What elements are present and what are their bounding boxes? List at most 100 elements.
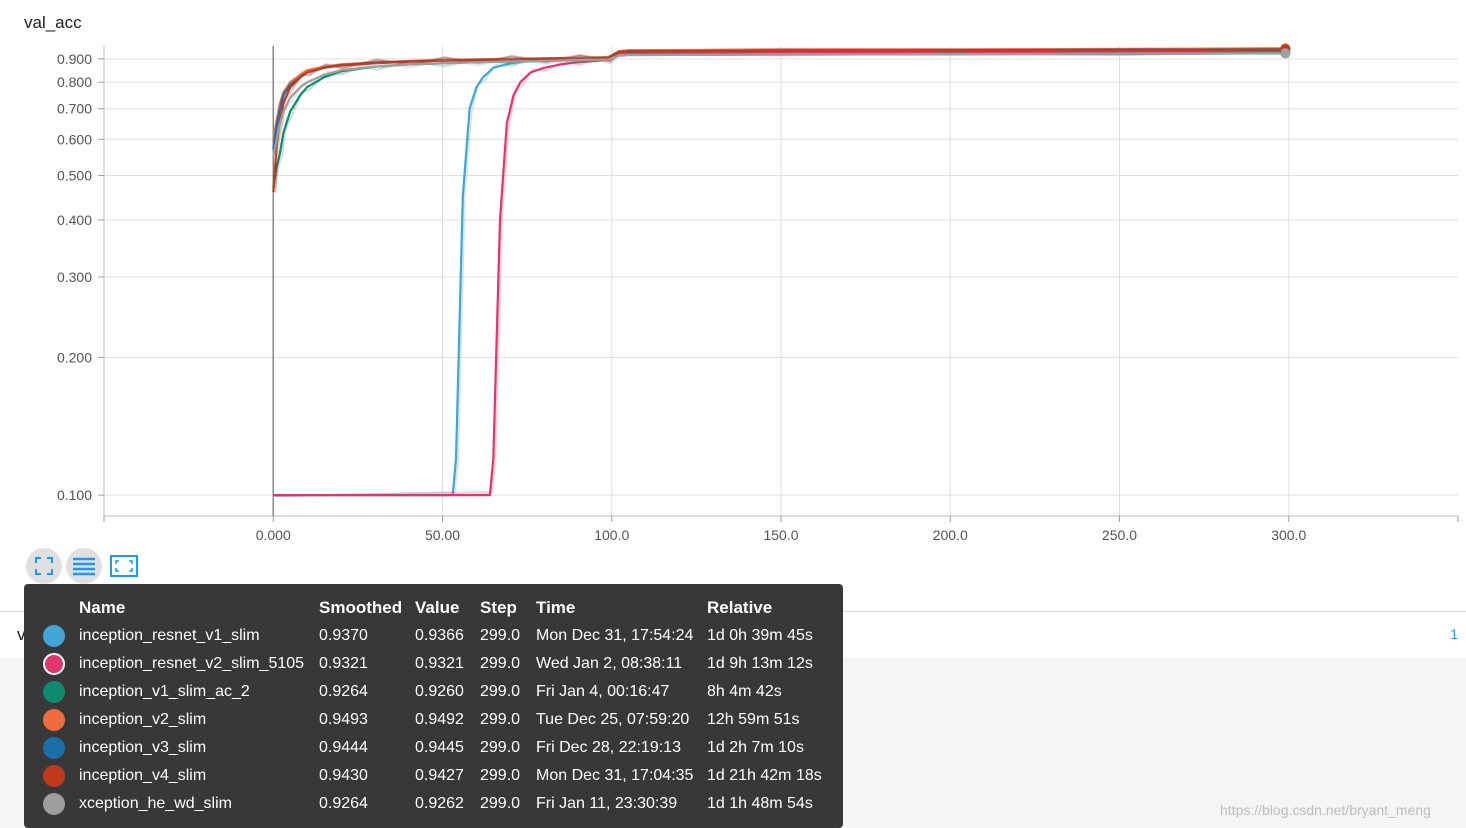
- end-markers: [1280, 43, 1291, 59]
- run-color-swatch: [43, 709, 65, 731]
- raw-value: 0.9445: [415, 739, 464, 756]
- y-tick-label: 0.400: [57, 212, 92, 228]
- tooltip-row: inception_resnet_v2_slim_5105 0.9321 0.9…: [24, 650, 843, 678]
- run-name: inception_v4_slim: [79, 767, 207, 784]
- run-color-swatch: [43, 737, 65, 759]
- y-tick-label: 0.100: [57, 487, 92, 503]
- smoothed-value: 0.9493: [319, 711, 368, 728]
- y-tick-label: 0.300: [57, 269, 92, 285]
- card-count: 1: [1450, 626, 1458, 642]
- tooltip-row: inception_v1_slim_ac_2 0.9264 0.9260 299…: [24, 678, 843, 706]
- tooltip-row: inception_resnet_v1_slim 0.9370 0.9366 2…: [24, 622, 843, 650]
- raw-value: 0.9492: [415, 711, 464, 728]
- smoothed-value: 0.9370: [319, 627, 368, 644]
- header-name: Name: [79, 598, 126, 617]
- time-value: Fri Dec 28, 22:19:13: [536, 739, 681, 756]
- smoothed-value: 0.9430: [319, 767, 368, 784]
- step-value: 299.0: [480, 683, 521, 700]
- smoothed-value: 0.9321: [319, 655, 368, 672]
- watermark: https://blog.csdn.net/bryant_meng: [1220, 802, 1431, 818]
- axes: 0.100 0.200 0.300 0.400 0.500 0.600 0.700 0.800…: [57, 46, 1459, 543]
- smoothed-value: 0.9444: [319, 739, 368, 756]
- series-end-point: [1280, 48, 1291, 59]
- fullscreen-icon: [35, 557, 53, 575]
- tooltip-row: inception_v3_slim 0.9444 0.9445 299.0 Fr…: [24, 734, 843, 762]
- step-value: 299.0: [480, 627, 521, 644]
- x-tick-label: 0.000: [256, 527, 291, 543]
- x-tick-label: 250.0: [1102, 527, 1137, 543]
- run-color-swatch: [43, 765, 65, 787]
- relative-value: 1d 1h 48m 54s: [707, 795, 813, 812]
- relative-value: 8h 4m 42s: [707, 683, 782, 700]
- relative-value: 1d 21h 42m 18s: [707, 767, 822, 784]
- header-value: Value: [415, 598, 460, 617]
- step-value: 299.0: [480, 655, 521, 672]
- time-value: Tue Dec 25, 07:59:20: [536, 711, 690, 728]
- y-tick-label: 0.900: [57, 51, 92, 67]
- series-line: [273, 49, 1286, 497]
- y-tick-label: 0.500: [57, 168, 92, 184]
- raw-value: 0.9260: [415, 683, 464, 700]
- y-tick-label: 0.200: [57, 349, 92, 365]
- tooltip-row: xception_he_wd_slim 0.9264 0.9262 299.0 …: [24, 790, 843, 818]
- step-value: 299.0: [480, 795, 521, 812]
- run-color-swatch: [43, 793, 65, 815]
- tooltip-row: inception_v2_slim 0.9493 0.9492 299.0 Tu…: [24, 706, 843, 734]
- line-chart[interactable]: 0.100 0.200 0.300 0.400 0.500 0.600 0.700 0.800…: [0, 0, 1466, 548]
- relative-value: 1d 9h 13m 12s: [707, 655, 813, 672]
- header-time: Time: [536, 598, 576, 617]
- run-name: inception_v2_slim: [79, 711, 207, 728]
- x-tick-label: 200.0: [933, 527, 968, 543]
- toggle-data-table-button[interactable]: [66, 548, 102, 584]
- chart-tooltip: Name Smoothed Value Step Time Relative i…: [24, 584, 843, 828]
- time-value: Mon Dec 31, 17:04:35: [536, 767, 694, 784]
- header-relative: Relative: [707, 598, 773, 617]
- series-line: [273, 50, 1286, 497]
- fit-domain-button[interactable]: [106, 548, 142, 584]
- run-name: inception_resnet_v2_slim_5105: [79, 655, 305, 672]
- time-value: Fri Jan 11, 23:30:39: [536, 795, 678, 812]
- tooltip-row: inception_v4_slim 0.9430 0.9427 299.0 Mo…: [24, 762, 843, 790]
- raw-value: 0.9427: [415, 767, 464, 784]
- step-value: 299.0: [480, 711, 521, 728]
- run-name: inception_resnet_v1_slim: [79, 627, 260, 644]
- x-tick-label: 100.0: [594, 527, 629, 543]
- smoothed-value: 0.9264: [319, 683, 368, 700]
- step-value: 299.0: [480, 739, 521, 756]
- series-lines: [272, 47, 1288, 498]
- time-value: Mon Dec 31, 17:54:24: [536, 627, 694, 644]
- chart-title: val_acc: [24, 13, 82, 32]
- fit-domain-icon: [110, 555, 138, 577]
- raw-value: 0.9262: [415, 795, 464, 812]
- run-name: inception_v3_slim: [79, 739, 207, 756]
- smoothed-value: 0.9264: [319, 795, 368, 812]
- grid: [104, 46, 1458, 516]
- run-color-swatch: [43, 653, 65, 675]
- x-tick-label: 300.0: [1271, 527, 1306, 543]
- expand-chart-button[interactable]: [26, 548, 62, 584]
- y-tick-label: 0.600: [57, 131, 92, 147]
- run-color-swatch: [43, 625, 65, 647]
- y-tick-label: 0.800: [57, 74, 92, 90]
- raw-value: 0.9366: [415, 627, 464, 644]
- run-name: inception_v1_slim_ac_2: [79, 683, 250, 700]
- time-value: Fri Jan 4, 00:16:47: [536, 683, 670, 700]
- tooltip-header: Name Smoothed Value Step Time Relative: [24, 594, 843, 622]
- run-name: xception_he_wd_slim: [79, 795, 232, 812]
- data-table-icon: [73, 557, 95, 576]
- run-color-swatch: [43, 681, 65, 703]
- raw-value: 0.9321: [415, 655, 464, 672]
- relative-value: 12h 59m 51s: [707, 711, 800, 728]
- series-line: [272, 52, 1286, 188]
- series-line: [272, 48, 1286, 193]
- time-value: Wed Jan 2, 08:38:11: [536, 655, 683, 672]
- header-smoothed: Smoothed: [319, 598, 403, 617]
- header-step: Step: [480, 598, 517, 617]
- relative-value: 1d 0h 39m 45s: [707, 627, 813, 644]
- x-tick-label: 50.00: [425, 527, 460, 543]
- y-tick-label: 0.700: [57, 101, 92, 117]
- series-line: [272, 52, 1286, 157]
- x-tick-label: 150.0: [763, 527, 798, 543]
- step-value: 299.0: [480, 767, 521, 784]
- relative-value: 1d 2h 7m 10s: [707, 739, 804, 756]
